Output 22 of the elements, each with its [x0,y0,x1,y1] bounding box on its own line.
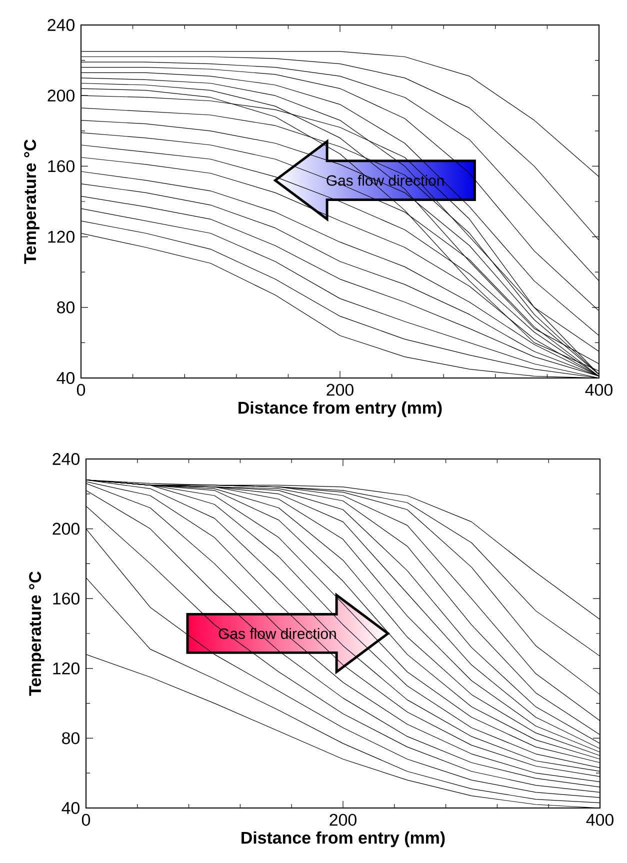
x-axis-title: Distance from entry (mm) [242,831,445,848]
y-tick-label: 200 [48,90,74,102]
y-tick-label: 80 [62,732,80,744]
y-tick-label: 160 [53,592,80,605]
y-tick-label: 40 [56,372,74,384]
x-tick-label: 200 [330,814,356,826]
y-tick-label: 120 [53,662,80,674]
x-tick-label: 400 [586,814,614,826]
x-axis-title: Distance from entry (mm) [238,401,442,418]
y-tick-label: 80 [57,301,74,314]
y-tick-label: 120 [48,230,74,243]
x-tick-label: 0 [76,384,86,396]
y-tick-label: 160 [48,160,74,172]
x-tick-label: 200 [326,384,354,396]
y-tick-label: 240 [48,18,74,31]
x-tick-label: 0 [82,814,90,826]
y-tick-label: 40 [62,802,80,814]
y-axis-title: Temperature °C [29,571,44,696]
y-tick-label: 200 [52,522,80,535]
x-tick-label: 400 [585,384,612,396]
y-tick-label: 240 [52,453,80,465]
y-axis-title: Temperature °C [24,139,40,264]
